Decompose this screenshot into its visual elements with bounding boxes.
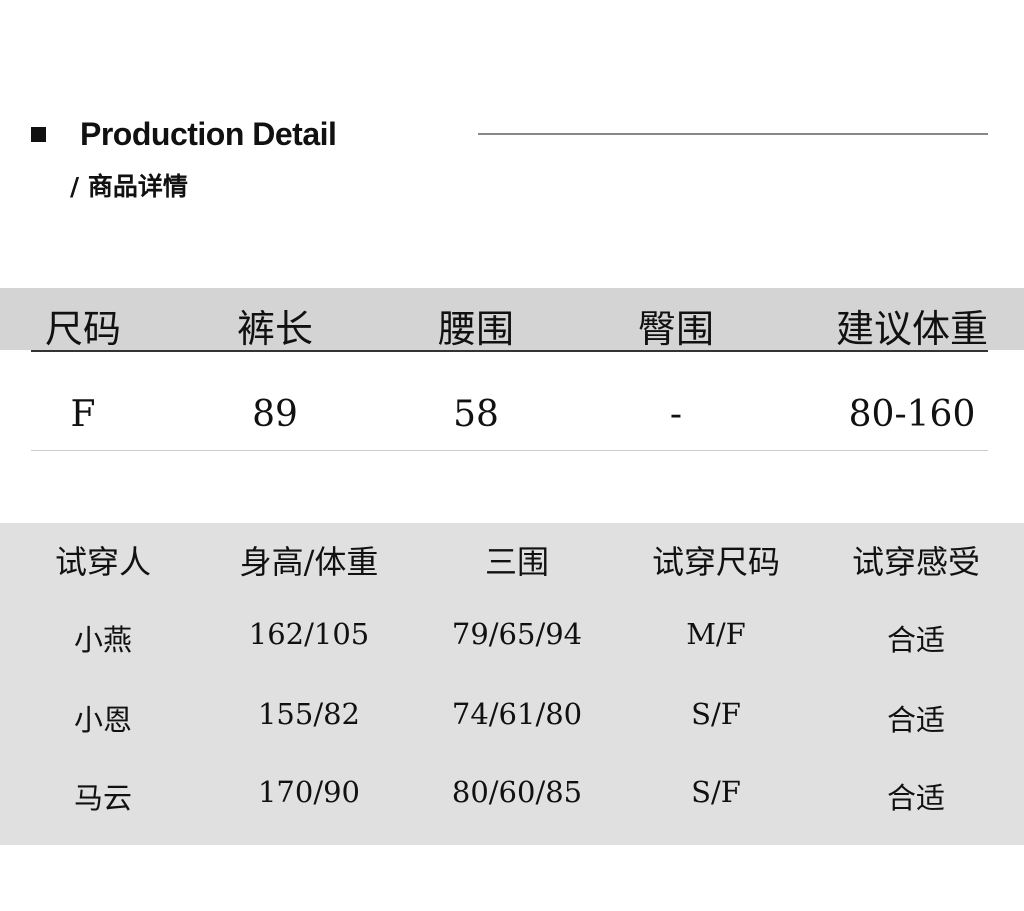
- fit-table-cell: 合适: [886, 703, 946, 737]
- size-table-cell: -: [669, 394, 683, 435]
- fit-table-cell: 合适: [886, 623, 946, 657]
- fit-table-cell: 合适: [886, 781, 946, 815]
- fit-table-cell: S/F: [691, 775, 741, 809]
- size-table-header-cell: 腰围: [437, 307, 515, 351]
- size-table-header-cell: 裤长: [236, 307, 314, 351]
- size-table-cell: 80-160: [848, 394, 976, 435]
- page-title: Production Detail: [80, 116, 337, 152]
- page-subtitle: / 商品详情: [70, 172, 188, 201]
- size-table-cell: F: [70, 394, 96, 435]
- fit-table-band: [0, 523, 1024, 845]
- fit-table-cell: 155/82: [257, 697, 361, 731]
- fit-table-header-cell: 试穿感受: [851, 543, 981, 581]
- size-table-header-cell: 臀围: [637, 307, 715, 351]
- size-table-header-band: [0, 288, 1024, 350]
- size-table-header-line: [31, 350, 988, 352]
- square-bullet-icon: [31, 127, 46, 142]
- fit-table-header-cell: 试穿人: [54, 543, 152, 581]
- fit-table-cell: S/F: [691, 697, 741, 731]
- fit-table-cell: 马云: [73, 781, 133, 815]
- size-table-header-cell: 建议体重: [835, 307, 989, 351]
- fit-table-header-cell: 试穿尺码: [651, 543, 781, 581]
- fit-table-cell: 小恩: [73, 703, 133, 737]
- fit-table-header-cell: 身高/体重: [239, 543, 379, 581]
- divider: [478, 133, 988, 135]
- fit-table-cell: 79/65/94: [451, 617, 583, 651]
- size-table-cell: 58: [453, 394, 499, 435]
- fit-table-cell: 80/60/85: [451, 775, 583, 809]
- fit-table-cell: 小燕: [73, 623, 133, 657]
- fit-table-cell: 170/90: [257, 775, 361, 809]
- size-table-cell: 89: [252, 394, 298, 435]
- fit-table-cell: 74/61/80: [451, 697, 583, 731]
- fit-table-header-cell: 三围: [484, 543, 550, 581]
- size-table-bottom-line: [31, 450, 988, 451]
- fit-table-cell: 162/105: [248, 617, 370, 651]
- fit-table-cell: M/F: [686, 617, 746, 651]
- size-table-header-cell: 尺码: [44, 307, 122, 351]
